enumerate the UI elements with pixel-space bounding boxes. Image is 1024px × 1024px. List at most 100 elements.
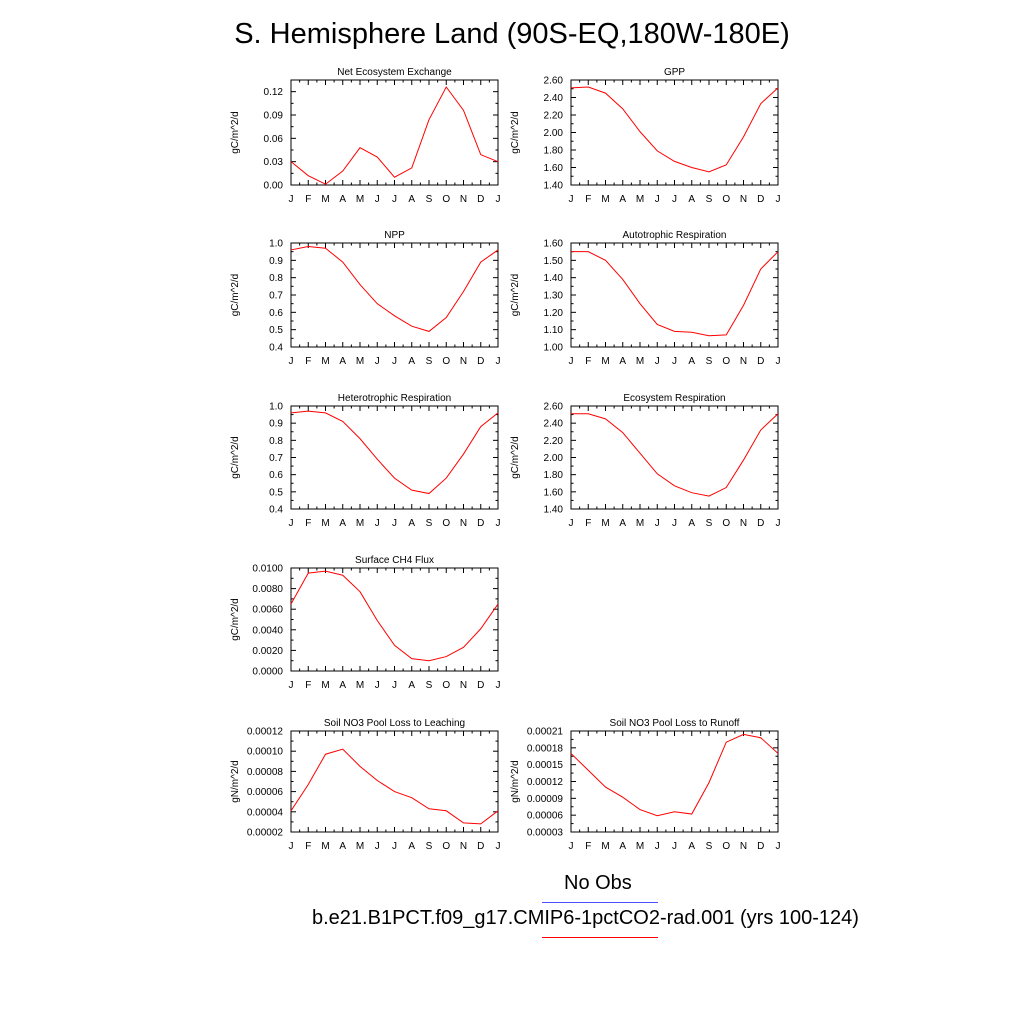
legend-obs-line bbox=[542, 902, 658, 903]
x-tick-label: F bbox=[305, 841, 311, 852]
x-tick-label: J bbox=[496, 518, 501, 529]
x-tick-label: J bbox=[655, 194, 660, 205]
plot-frame bbox=[290, 730, 499, 833]
x-tick-label: F bbox=[305, 680, 311, 691]
y-tick-label: 0.00021 bbox=[527, 727, 564, 738]
x-tick-label: J bbox=[496, 841, 501, 852]
y-tick-label: 0.0040 bbox=[252, 625, 283, 636]
x-tick-label: D bbox=[757, 356, 764, 367]
x-tick-label: M bbox=[356, 518, 364, 529]
y-axis-label: gN/m^2/d bbox=[510, 760, 521, 803]
x-tick-label: J bbox=[375, 518, 380, 529]
x-tick-label: F bbox=[305, 194, 311, 205]
x-tick-label: J bbox=[496, 680, 501, 691]
y-tick-label: 1.60 bbox=[544, 163, 564, 174]
x-tick-label: M bbox=[636, 518, 644, 529]
x-tick-label: N bbox=[460, 680, 467, 691]
x-tick-label: M bbox=[321, 841, 329, 852]
y-tick-label: 0.7 bbox=[269, 453, 283, 464]
x-tick-label: A bbox=[408, 680, 415, 691]
x-tick-label: A bbox=[619, 518, 626, 529]
y-tick-label: 0.00002 bbox=[247, 828, 284, 839]
y-tick-label: 2.20 bbox=[544, 436, 564, 447]
x-tick-label: F bbox=[305, 356, 311, 367]
x-tick-label: O bbox=[722, 841, 730, 852]
y-tick-label: 0.00006 bbox=[247, 787, 284, 798]
x-tick-label: J bbox=[496, 356, 501, 367]
series-line bbox=[290, 86, 499, 185]
x-tick-label: M bbox=[636, 194, 644, 205]
y-tick-label: 1.60 bbox=[544, 487, 564, 498]
x-tick-label: D bbox=[477, 356, 484, 367]
panel-title: Heterotrophic Respiration bbox=[338, 393, 451, 404]
y-tick-label: 1.40 bbox=[544, 273, 564, 284]
x-tick-label: J bbox=[289, 518, 294, 529]
plot-frame bbox=[570, 79, 779, 186]
y-tick-label: 0.00 bbox=[264, 181, 284, 192]
plot-frame bbox=[290, 242, 499, 348]
x-tick-label: A bbox=[408, 841, 415, 852]
y-tick-label: 1.20 bbox=[544, 308, 564, 319]
x-tick-label: N bbox=[460, 356, 467, 367]
x-tick-label: J bbox=[375, 841, 380, 852]
plot-frame bbox=[290, 405, 499, 510]
y-tick-label: 0.7 bbox=[269, 291, 283, 302]
x-tick-label: S bbox=[706, 194, 713, 205]
x-tick-label: J bbox=[569, 356, 574, 367]
panel-title: Net Ecosystem Exchange bbox=[337, 67, 452, 78]
panel-title: Surface CH4 Flux bbox=[355, 555, 434, 566]
x-tick-label: S bbox=[426, 841, 433, 852]
y-tick-label: 1.0 bbox=[269, 239, 283, 250]
y-tick-label: 0.00012 bbox=[247, 727, 284, 738]
x-tick-label: M bbox=[356, 194, 364, 205]
x-tick-label: O bbox=[722, 356, 730, 367]
x-tick-label: O bbox=[442, 356, 450, 367]
y-axis-label: gC/m^2/d bbox=[510, 274, 521, 317]
x-tick-label: J bbox=[672, 356, 677, 367]
x-tick-label: J bbox=[392, 356, 397, 367]
y-tick-label: 1.10 bbox=[544, 325, 564, 336]
x-tick-label: J bbox=[392, 194, 397, 205]
plot-frame bbox=[570, 730, 779, 833]
x-tick-label: A bbox=[408, 194, 415, 205]
x-tick-label: A bbox=[688, 356, 695, 367]
x-tick-label: J bbox=[672, 518, 677, 529]
x-tick-label: J bbox=[776, 356, 781, 367]
panel-title: Autotrophic Respiration bbox=[623, 230, 727, 241]
y-tick-label: 2.20 bbox=[544, 111, 564, 122]
x-tick-label: S bbox=[426, 518, 433, 529]
x-tick-label: S bbox=[706, 356, 713, 367]
x-tick-label: J bbox=[776, 518, 781, 529]
x-tick-label: N bbox=[460, 194, 467, 205]
series-line bbox=[570, 86, 779, 173]
figure-title: S. Hemisphere Land (90S-EQ,180W-180E) bbox=[234, 18, 790, 50]
x-tick-label: N bbox=[740, 841, 747, 852]
panel-title: NPP bbox=[384, 230, 405, 241]
y-tick-label: 1.80 bbox=[544, 470, 564, 481]
y-tick-label: 1.50 bbox=[544, 256, 564, 267]
x-tick-label: M bbox=[601, 356, 609, 367]
y-tick-label: 0.00012 bbox=[527, 777, 564, 788]
x-tick-label: A bbox=[619, 356, 626, 367]
x-tick-label: J bbox=[569, 194, 574, 205]
y-tick-label: 0.6 bbox=[269, 470, 283, 481]
x-tick-label: J bbox=[375, 356, 380, 367]
series-line bbox=[571, 251, 779, 337]
x-tick-label: S bbox=[426, 194, 433, 205]
x-tick-label: S bbox=[426, 356, 433, 367]
x-tick-label: J bbox=[496, 194, 501, 205]
x-tick-label: A bbox=[408, 356, 415, 367]
y-tick-label: 0.00003 bbox=[527, 828, 564, 839]
y-tick-label: 0.6 bbox=[269, 308, 283, 319]
x-tick-label: J bbox=[392, 841, 397, 852]
x-tick-label: J bbox=[289, 194, 294, 205]
x-tick-label: J bbox=[289, 356, 294, 367]
y-tick-label: 0.0020 bbox=[252, 646, 283, 657]
y-axis-label: gC/m^2/d bbox=[510, 436, 521, 479]
x-tick-label: J bbox=[569, 841, 574, 852]
x-tick-label: M bbox=[321, 194, 329, 205]
y-tick-label: 0.12 bbox=[264, 87, 284, 98]
panel-title: Soil NO3 Pool Loss to Runoff bbox=[610, 718, 740, 729]
